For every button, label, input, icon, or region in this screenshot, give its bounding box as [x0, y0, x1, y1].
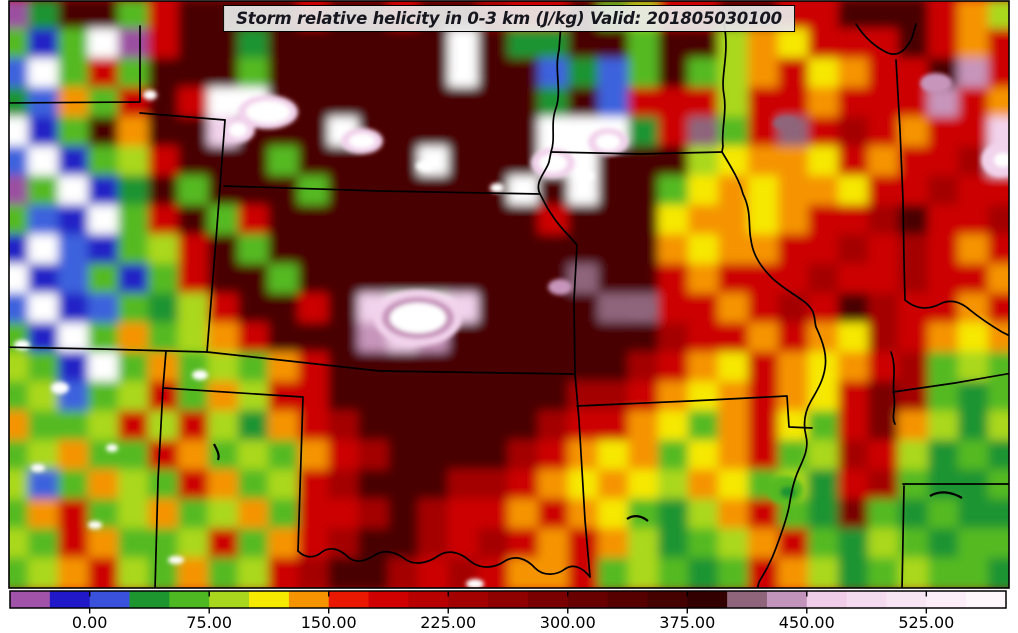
- border-colorado-nebraska-41N: [139, 112, 226, 121]
- colorbar-tick-label: 150.00: [301, 613, 357, 632]
- colorbar-segment: [687, 591, 728, 608]
- colorbar-segment: [886, 591, 927, 608]
- colorbar-ticks: [88, 591, 928, 614]
- colorbar-segment: [488, 591, 529, 608]
- colorbar-tick-label: 375.00: [659, 613, 715, 632]
- lake-squiggle: [626, 515, 649, 522]
- colorbar-segment: [806, 591, 848, 608]
- colorbar-segment: [89, 591, 131, 608]
- border-missouri-arkansas-bootheel: [576, 395, 813, 429]
- colorbar-frame: [9, 590, 1007, 609]
- border-kansas-oklahoma-37N: [206, 351, 576, 375]
- border-newmexico-texas-103W: [154, 387, 164, 588]
- border-missouri-river-north: [537, 23, 562, 195]
- colorbar-segment: [408, 591, 449, 608]
- colorbar-segment: [647, 591, 688, 608]
- border-kentucky-tennessee: [892, 372, 1009, 393]
- border-colorado-east-102W: [206, 119, 226, 353]
- colorbar-segment: [169, 591, 210, 608]
- border-tennessee-river: [890, 351, 896, 425]
- colorbar: 0.00 75.00 150.00 225.00 300.00 375.00 450.00 5…: [9, 590, 1007, 632]
- state-borders: [9, 23, 1009, 588]
- colorbar-segment: [49, 591, 91, 608]
- border-mississippi-river: [721, 23, 827, 588]
- border-red-river: [297, 547, 591, 578]
- plot-title-box: Storm relative helicity in 0-3 km (J/kg)…: [223, 5, 795, 32]
- border-colorado-newmexico-37N: [9, 346, 208, 353]
- colorbar-segment: [368, 591, 409, 608]
- map-frame: [8, 0, 1010, 589]
- border-oklahoma-east: [574, 373, 591, 578]
- border-nebraska-kansas-40N: [223, 185, 541, 195]
- helicity-field: [9, 1, 1009, 588]
- colorbar-segment: [766, 591, 808, 608]
- colorbar-segment: [129, 591, 170, 608]
- colorbar-tick-label: 450.00: [779, 613, 835, 632]
- border-ohio-river: [904, 299, 1009, 337]
- colorbar-segment: [249, 591, 290, 608]
- colorbar-tick-label: 225.00: [420, 613, 476, 632]
- colorbar-tick-label: 75.00: [186, 613, 232, 632]
- colorbar-segment: [727, 591, 768, 608]
- colorbar-segment: [288, 591, 330, 608]
- lake-squiggle: [213, 443, 220, 461]
- lake-squiggle: [929, 491, 963, 499]
- border-iowa-missouri: [550, 151, 723, 155]
- border-oklahoma-panhandle: [162, 350, 304, 552]
- colorbar-segment: [846, 591, 888, 608]
- colorbar-segment: [607, 591, 649, 608]
- colorbar-segment: [926, 591, 967, 608]
- plot-title: Storm relative helicity in 0-3 km (J/kg)…: [236, 9, 782, 28]
- colorbar-segment: [448, 591, 489, 608]
- colorbar-segment: [209, 591, 250, 608]
- colorbar-tick-label: 300.00: [540, 613, 596, 632]
- colorbar-segment: [567, 591, 609, 608]
- colorbar-segment: [328, 591, 370, 608]
- colorbar-labels: 0.00 75.00 150.00 225.00 300.00 375.00 450.00 5…: [72, 613, 954, 632]
- border-illinois-indiana: [895, 59, 906, 301]
- extreme-value-blobs: [14, 73, 1009, 588]
- border-wyoming-corner: [9, 25, 141, 104]
- colorbar-tick-label: 0.00: [72, 613, 108, 632]
- colorbar-segment: [966, 591, 1007, 608]
- colorbar-segment: [10, 591, 51, 608]
- border-mississippi-alabama: [901, 485, 905, 588]
- border-missouri-west: [539, 193, 578, 375]
- colorbar-tick-label: 525.00: [898, 613, 954, 632]
- lakes: [213, 443, 963, 522]
- colorbar-segment: [527, 591, 569, 608]
- border-lake-michigan-tip: [855, 23, 917, 55]
